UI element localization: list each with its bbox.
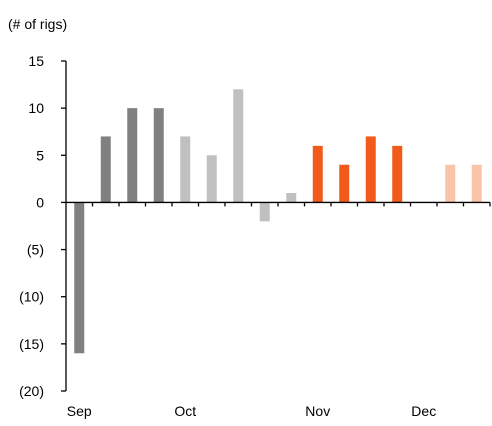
y-tick-label: (5) [27, 242, 44, 258]
bar-week-15 [445, 164, 456, 203]
bar-week-16 [471, 164, 482, 203]
bar-week-2 [100, 136, 111, 203]
bars-layer [74, 89, 482, 354]
bar-week-8 [259, 202, 270, 222]
x-month-label: Sep [67, 403, 92, 419]
y-tick-label: 0 [36, 194, 44, 210]
y-tick-label: (15) [19, 336, 44, 352]
y-tick-label: (20) [19, 383, 44, 399]
bar-week-13 [392, 145, 403, 203]
bar-week-9 [286, 193, 297, 203]
y-tick-label: 5 [36, 147, 44, 163]
bar-week-6 [206, 155, 217, 203]
bar-week-11 [339, 164, 350, 203]
bar-week-3 [127, 108, 138, 203]
bar-week-12 [365, 136, 376, 203]
labels-layer: 15 10 5 0 (5) (10) (15) (20) Sep Oct Nov Dec [19, 53, 436, 419]
y-tick-label: (10) [19, 289, 44, 305]
bar-week-10 [312, 145, 323, 203]
y-tick-label: 10 [28, 100, 44, 116]
bar-week-7 [233, 89, 244, 203]
bar-week-4 [153, 108, 164, 203]
axes-layer [61, 60, 491, 392]
bar-week-1 [74, 202, 85, 354]
x-month-label: Oct [174, 403, 196, 419]
bar-week-5 [180, 136, 191, 203]
x-month-label: Dec [411, 403, 436, 419]
y-axis-unit-label: (# of rigs) [8, 16, 67, 32]
x-month-label: Nov [305, 403, 330, 419]
y-tick-label: 15 [28, 53, 44, 69]
